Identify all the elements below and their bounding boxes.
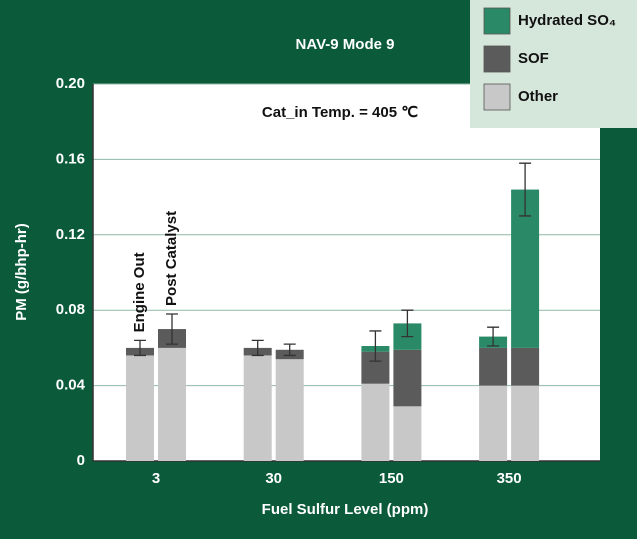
- error-bar: [487, 326, 500, 347]
- bar-segment: [393, 349, 422, 407]
- error-bar: [401, 309, 414, 338]
- bar-segment: [243, 355, 272, 461]
- bar-segment: [479, 347, 508, 386]
- bar-segment: [126, 355, 154, 461]
- bar-segment: [393, 406, 422, 461]
- error-bar: [283, 343, 296, 357]
- y-tick-label: 0.16: [56, 150, 85, 167]
- x-tick-label: 150: [379, 470, 404, 487]
- y-tick-label: 0.04: [56, 377, 86, 394]
- bar-label: Post Catalyst: [163, 211, 180, 306]
- legend-label: Hydrated SO₄: [518, 12, 616, 29]
- legend-swatch: [483, 7, 511, 35]
- y-tick-label: 0: [77, 452, 85, 469]
- x-tick-label: 3: [152, 470, 160, 487]
- annotation: Cat_in Temp. = 405 ℃: [262, 104, 418, 121]
- bar-segment: [511, 385, 540, 461]
- bar-segment: [361, 383, 390, 461]
- error-bar: [519, 162, 532, 217]
- bar-segment: [479, 385, 508, 461]
- error-bar: [369, 330, 382, 362]
- legend-swatch: [483, 45, 511, 73]
- y-tick-label: 0.20: [56, 75, 85, 92]
- x-axis-label: Fuel Sulfur Level (ppm): [262, 501, 429, 518]
- chart-title: NAV-9 Mode 9: [296, 36, 395, 53]
- x-tick-label: 30: [265, 470, 282, 487]
- y-axis-label: PM (g/bhp-hr): [13, 223, 30, 320]
- bar-segment: [275, 359, 304, 461]
- error-bar: [166, 313, 178, 345]
- bar-segment: [158, 347, 186, 461]
- bar-segment: [511, 347, 540, 386]
- y-tick-label: 0.08: [56, 301, 85, 318]
- error-bar: [251, 339, 264, 357]
- error-bar: [134, 339, 146, 357]
- legend-swatch: [483, 83, 511, 111]
- bar-label: Engine Out: [131, 252, 148, 332]
- x-tick-label: 350: [497, 470, 522, 487]
- legend-label: Other: [518, 88, 558, 105]
- legend-label: SOF: [518, 50, 549, 67]
- y-tick-label: 0.12: [56, 226, 85, 243]
